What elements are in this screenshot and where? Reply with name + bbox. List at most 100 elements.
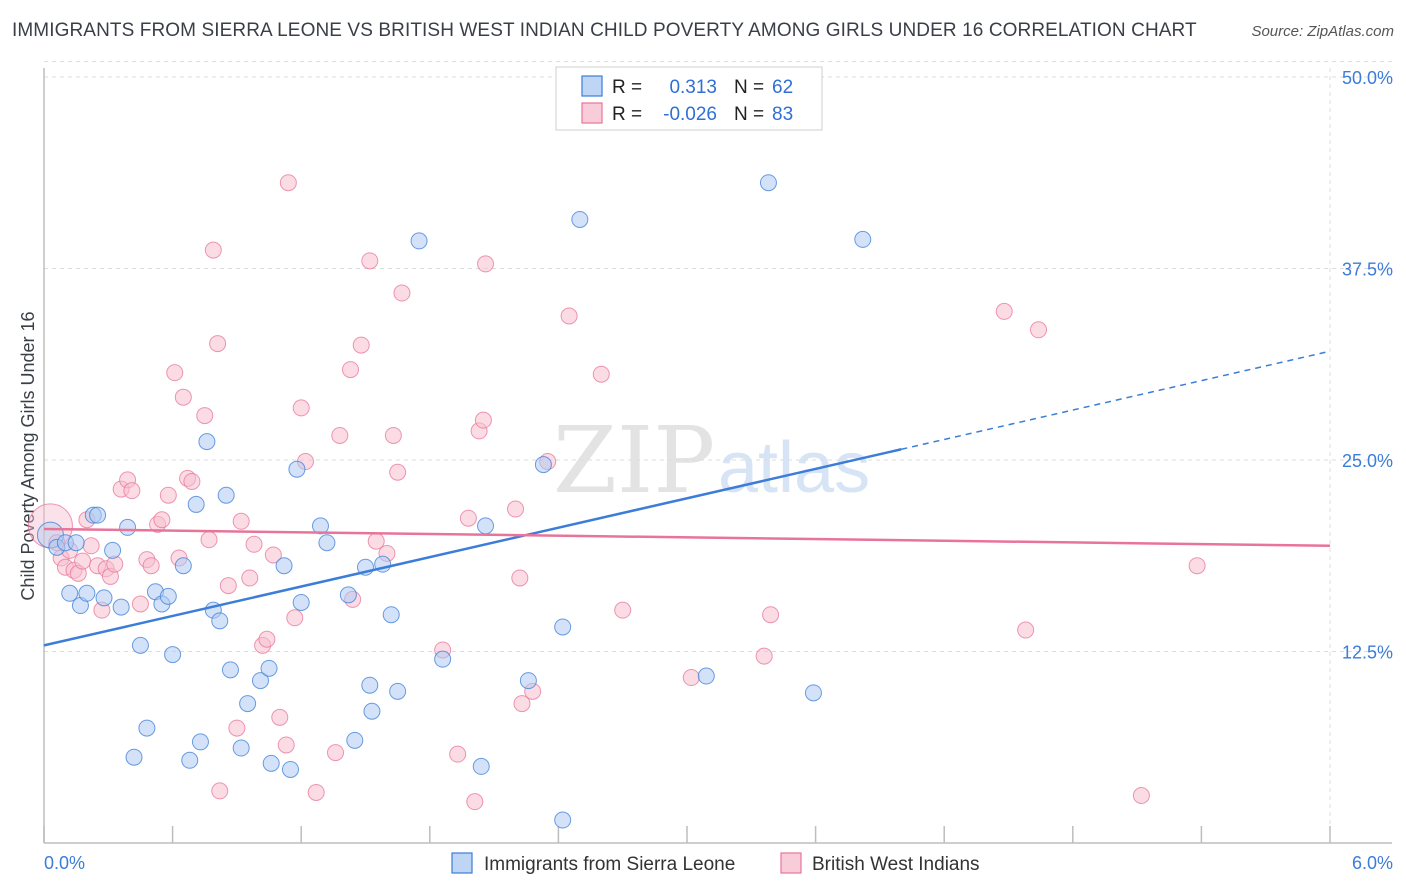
point-immigrants-sierra-leone (221, 661, 239, 679)
point-british-west-indians (307, 783, 325, 801)
point-immigrants-sierra-leone (275, 557, 293, 575)
x-tick-label: 6.0% (1352, 853, 1393, 873)
point-immigrants-sierra-leone (318, 534, 336, 552)
point-immigrants-sierra-leone (181, 751, 199, 769)
point-immigrants-sierra-leone (217, 486, 235, 504)
point-british-west-indians (279, 174, 297, 192)
point-british-west-indians (228, 719, 246, 737)
series-legend-pink-swatch (780, 852, 802, 874)
source-label: Source: ZipAtlas.com (1251, 23, 1394, 40)
point-immigrants-sierra-leone (78, 584, 96, 602)
point-british-west-indians (393, 284, 411, 302)
point-british-west-indians (271, 708, 289, 726)
legend-blue-swatch (581, 75, 603, 97)
series-legend: Immigrants from Sierra Leone British Wes… (451, 852, 980, 875)
point-immigrants-sierra-leone (67, 534, 85, 552)
y-tick-label: 50.0% (1342, 68, 1393, 88)
point-immigrants-sierra-leone (346, 731, 364, 749)
point-immigrants-sierra-leone (697, 667, 715, 685)
point-british-west-indians (82, 537, 100, 555)
watermark-atlas: atlas (718, 428, 870, 508)
point-immigrants-sierra-leone (554, 811, 572, 829)
point-immigrants-sierra-leone (382, 606, 400, 624)
point-british-west-indians (159, 486, 177, 504)
correlation-legend: R = 0.313 N = 62 R = -0.026 N = 83 (555, 66, 823, 131)
trend-line-blue (43, 448, 902, 647)
point-british-west-indians (241, 569, 259, 587)
legend-pink-n-value: 83 (772, 104, 793, 125)
point-british-west-indians (153, 511, 171, 529)
point-british-west-indians (142, 557, 160, 575)
point-british-west-indians (264, 546, 282, 564)
point-immigrants-sierra-leone (159, 587, 177, 605)
point-british-west-indians (560, 307, 578, 325)
point-immigrants-sierra-leone (131, 636, 149, 654)
point-british-west-indians (204, 241, 222, 259)
point-british-west-indians (1132, 787, 1150, 805)
point-british-west-indians (232, 512, 250, 530)
point-immigrants-sierra-leone (187, 495, 205, 513)
point-immigrants-sierra-leone (571, 210, 589, 228)
point-british-west-indians (286, 609, 304, 627)
point-british-west-indians (131, 595, 149, 613)
point-immigrants-sierra-leone (410, 232, 428, 250)
point-british-west-indians (352, 336, 370, 354)
legend-blue-r-value: 0.313 (669, 77, 717, 98)
legend-pink-n-label: N = (734, 104, 764, 125)
legend-pink-r-value: -0.026 (663, 104, 717, 125)
y-tick-labels: 12.5% 25.0% 37.5% 50.0% (1342, 68, 1393, 663)
series-legend-blue-swatch (451, 852, 473, 874)
point-british-west-indians (449, 745, 467, 763)
point-british-west-indians (209, 335, 227, 353)
point-british-west-indians (174, 388, 192, 406)
point-british-west-indians (592, 365, 610, 383)
point-british-west-indians (196, 407, 214, 425)
trend-line-blue-extension (901, 350, 1331, 451)
point-british-west-indians (755, 647, 773, 665)
point-british-west-indians (123, 482, 141, 500)
point-immigrants-sierra-leone (251, 672, 269, 690)
point-british-west-indians (326, 744, 344, 762)
point-british-west-indians (995, 302, 1013, 320)
point-british-west-indians (331, 426, 349, 444)
series-legend-blue-label: Immigrants from Sierra Leone (484, 854, 735, 875)
point-immigrants-sierra-leone (119, 518, 137, 536)
legend-blue-n-value: 62 (772, 77, 793, 98)
point-british-west-indians (682, 669, 700, 687)
point-immigrants-sierra-leone (804, 684, 822, 702)
legend-pink-swatch (581, 102, 603, 124)
x-tick-label: 0.0% (44, 853, 85, 873)
y-axis-label: Child Poverty Among Girls Under 16 (18, 311, 38, 600)
point-immigrants-sierra-leone (191, 733, 209, 751)
point-british-west-indians (474, 411, 492, 429)
series-british-west-indians (27, 174, 1206, 811)
point-british-west-indians (459, 509, 477, 527)
point-immigrants-sierra-leone (311, 517, 329, 535)
y-tick-label: 25.0% (1342, 451, 1393, 471)
point-immigrants-sierra-leone (281, 760, 299, 778)
point-british-west-indians (1188, 557, 1206, 575)
point-immigrants-sierra-leone (95, 589, 113, 607)
point-british-west-indians (1017, 621, 1035, 639)
point-british-west-indians (258, 630, 276, 648)
point-british-west-indians (183, 472, 201, 490)
point-immigrants-sierra-leone (519, 672, 537, 690)
point-immigrants-sierra-leone (211, 612, 229, 630)
point-british-west-indians (507, 500, 525, 518)
point-british-west-indians (341, 361, 359, 379)
point-immigrants-sierra-leone (434, 650, 452, 668)
point-immigrants-sierra-leone (262, 754, 280, 772)
point-immigrants-sierra-leone (292, 593, 310, 611)
point-british-west-indians (292, 399, 310, 417)
point-british-west-indians (511, 569, 529, 587)
point-british-west-indians (245, 535, 263, 553)
point-immigrants-sierra-leone (232, 739, 250, 757)
x-tick-labels: 0.0% 6.0% (44, 853, 1393, 873)
point-immigrants-sierra-leone (198, 433, 216, 451)
series-legend-pink-label: British West Indians (812, 854, 980, 875)
point-immigrants-sierra-leone (361, 676, 379, 694)
point-immigrants-sierra-leone (389, 682, 407, 700)
point-immigrants-sierra-leone (554, 618, 572, 636)
point-immigrants-sierra-leone (759, 174, 777, 192)
point-british-west-indians (466, 793, 484, 811)
